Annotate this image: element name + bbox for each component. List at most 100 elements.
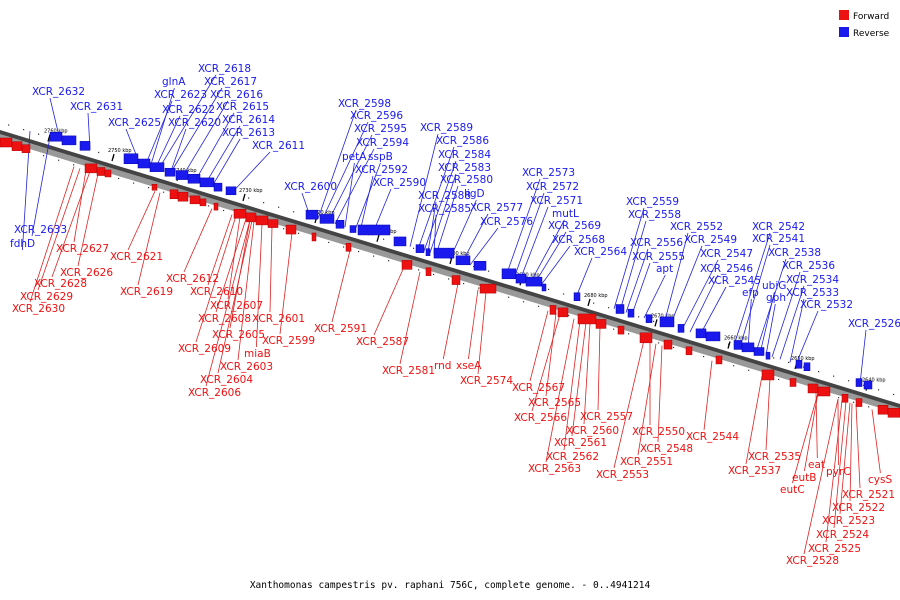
gene-label-XCR_2557[interactable]: XCR_2557 bbox=[580, 411, 633, 423]
gene-label-XCR_2607[interactable]: XCR_2607 bbox=[210, 300, 263, 312]
gene-label-XCR_2619[interactable]: XCR_2619 bbox=[120, 286, 173, 298]
gene-label-XCR_2576[interactable]: XCR_2576 bbox=[480, 216, 533, 228]
gene-label-XCR_2553[interactable]: XCR_2553 bbox=[596, 469, 649, 481]
gene-label-eutB[interactable]: eutB bbox=[792, 472, 816, 484]
forward-gene[interactable] bbox=[233, 208, 247, 219]
reverse-gene[interactable] bbox=[415, 244, 425, 253]
reverse-gene[interactable] bbox=[541, 283, 547, 292]
gene-label-XCR_2545[interactable]: XCR_2545 bbox=[708, 275, 761, 287]
gene-label-XCR_2535[interactable]: XCR_2535 bbox=[748, 451, 801, 463]
forward-gene[interactable] bbox=[549, 305, 557, 315]
gene-label-XCR_2541[interactable]: XCR_2541 bbox=[752, 233, 805, 245]
gene-label-XCR_2566[interactable]: XCR_2566 bbox=[514, 412, 567, 424]
gene-label-XCR_2613[interactable]: XCR_2613 bbox=[222, 127, 275, 139]
forward-gene[interactable] bbox=[311, 232, 317, 242]
gene-label-XCR_2610[interactable]: XCR_2610 bbox=[190, 286, 243, 298]
reverse-gene[interactable] bbox=[123, 153, 139, 164]
gene-label-XCR_2605[interactable]: XCR_2605 bbox=[212, 329, 265, 341]
forward-gene[interactable] bbox=[841, 394, 849, 403]
gene-label-eat[interactable]: eat bbox=[808, 459, 825, 471]
gene-label-XCR_2592[interactable]: XCR_2592 bbox=[355, 164, 408, 176]
reverse-gene[interactable] bbox=[199, 177, 215, 188]
gene-label-XCR_2609[interactable]: XCR_2609 bbox=[178, 343, 231, 355]
gene-label-apt[interactable]: apt bbox=[656, 263, 673, 275]
gene-label-XCR_2569[interactable]: XCR_2569 bbox=[548, 220, 601, 232]
gene-label-XCR_2586[interactable]: XCR_2586 bbox=[436, 135, 489, 147]
reverse-gene[interactable] bbox=[615, 304, 625, 314]
reverse-gene[interactable] bbox=[863, 380, 873, 390]
gene-label-XCR_2588[interactable]: XCR_2588 bbox=[418, 190, 471, 202]
reverse-gene[interactable] bbox=[501, 268, 517, 280]
forward-gene[interactable] bbox=[104, 169, 112, 178]
gene-label-XCR_2538[interactable]: XCR_2538 bbox=[768, 247, 821, 259]
forward-gene[interactable] bbox=[189, 195, 201, 205]
gene-label-cysS[interactable]: cysS bbox=[868, 474, 892, 486]
gene-label-XCR_2600[interactable]: XCR_2600 bbox=[284, 181, 337, 193]
gene-label-pyrC[interactable]: pyrC bbox=[826, 466, 851, 478]
forward-gene[interactable] bbox=[685, 346, 693, 356]
gene-label-XCR_2562[interactable]: XCR_2562 bbox=[546, 451, 599, 463]
reverse-gene[interactable] bbox=[515, 273, 527, 284]
gene-label-XCR_2628[interactable]: XCR_2628 bbox=[34, 278, 87, 290]
gene-label-XCR_2626[interactable]: XCR_2626 bbox=[60, 267, 113, 279]
forward-gene[interactable] bbox=[285, 224, 297, 235]
forward-gene[interactable] bbox=[887, 408, 900, 418]
gene-label-XCR_2526[interactable]: XCR_2526 bbox=[848, 318, 900, 330]
reverse-gene[interactable] bbox=[627, 308, 635, 318]
gene-label-xseA[interactable]: xseA bbox=[456, 360, 482, 372]
gene-label-XCR_2625[interactable]: XCR_2625 bbox=[108, 117, 161, 129]
forward-gene[interactable] bbox=[479, 283, 497, 294]
gene-label-XCR_2558[interactable]: XCR_2558 bbox=[628, 209, 681, 221]
reverse-gene[interactable] bbox=[137, 158, 151, 169]
gene-label-XCR_2633[interactable]: XCR_2633 bbox=[14, 224, 67, 236]
gene-label-XCR_2606[interactable]: XCR_2606 bbox=[188, 387, 241, 399]
gene-label-XCR_2622[interactable]: XCR_2622 bbox=[162, 104, 215, 116]
reverse-gene[interactable] bbox=[393, 236, 407, 247]
forward-gene[interactable] bbox=[267, 219, 279, 228]
gene-label-XCR_2616[interactable]: XCR_2616 bbox=[210, 89, 263, 101]
forward-gene[interactable] bbox=[595, 319, 607, 329]
forward-gene[interactable] bbox=[451, 275, 461, 285]
gene-label-XCR_2571[interactable]: XCR_2571 bbox=[530, 195, 583, 207]
reverse-gene[interactable] bbox=[795, 360, 803, 369]
reverse-gene[interactable] bbox=[695, 328, 707, 339]
forward-gene[interactable] bbox=[577, 313, 597, 325]
gene-label-XCR_2549[interactable]: XCR_2549 bbox=[684, 234, 737, 246]
reverse-gene[interactable] bbox=[753, 347, 765, 356]
gene-label-XCR_2601[interactable]: XCR_2601 bbox=[252, 313, 305, 325]
gene-label-ligD[interactable]: ligD bbox=[464, 188, 485, 200]
reverse-gene[interactable] bbox=[319, 214, 335, 224]
gene-label-eutC[interactable]: eutC bbox=[780, 484, 805, 496]
gene-label-XCR_2618[interactable]: XCR_2618 bbox=[198, 63, 251, 75]
gene-label-XCR_2585[interactable]: XCR_2585 bbox=[418, 203, 471, 215]
gene-label-XCR_2595[interactable]: XCR_2595 bbox=[354, 123, 407, 135]
reverse-gene[interactable] bbox=[61, 135, 77, 146]
reverse-gene[interactable] bbox=[765, 351, 771, 360]
gene-label-XCR_2534[interactable]: XCR_2534 bbox=[786, 274, 839, 286]
reverse-gene[interactable] bbox=[425, 248, 431, 256]
reverse-gene[interactable] bbox=[677, 324, 685, 333]
gene-label-XCR_2524[interactable]: XCR_2524 bbox=[816, 529, 869, 541]
reverse-gene[interactable] bbox=[455, 255, 471, 266]
forward-gene[interactable] bbox=[715, 355, 723, 365]
gene-label-XCR_2551[interactable]: XCR_2551 bbox=[620, 456, 673, 468]
gene-label-XCR_2629[interactable]: XCR_2629 bbox=[20, 291, 73, 303]
gene-label-XCR_2565[interactable]: XCR_2565 bbox=[528, 397, 581, 409]
gene-label-sspB[interactable]: sspB bbox=[368, 151, 393, 163]
forward-gene[interactable] bbox=[245, 212, 257, 223]
reverse-gene[interactable] bbox=[175, 170, 189, 180]
gene-label-XCR_2547[interactable]: XCR_2547 bbox=[700, 248, 753, 260]
gene-label-mutL[interactable]: mutL bbox=[552, 208, 579, 220]
forward-gene[interactable] bbox=[84, 163, 98, 174]
reverse-gene[interactable] bbox=[473, 261, 487, 271]
gene-label-XCR_2564[interactable]: XCR_2564 bbox=[574, 246, 627, 258]
forward-gene[interactable] bbox=[11, 141, 23, 151]
gene-label-XCR_2591[interactable]: XCR_2591 bbox=[314, 323, 367, 335]
gene-label-XCR_2615[interactable]: XCR_2615 bbox=[216, 101, 269, 113]
reverse-gene[interactable] bbox=[803, 362, 811, 371]
gene-label-XCR_2544[interactable]: XCR_2544 bbox=[686, 431, 739, 443]
gene-label-XCR_2614[interactable]: XCR_2614 bbox=[222, 114, 275, 126]
gene-label-XCR_2548[interactable]: XCR_2548 bbox=[640, 443, 693, 455]
gene-label-XCR_2581[interactable]: XCR_2581 bbox=[382, 365, 435, 377]
reverse-gene[interactable] bbox=[213, 182, 223, 192]
